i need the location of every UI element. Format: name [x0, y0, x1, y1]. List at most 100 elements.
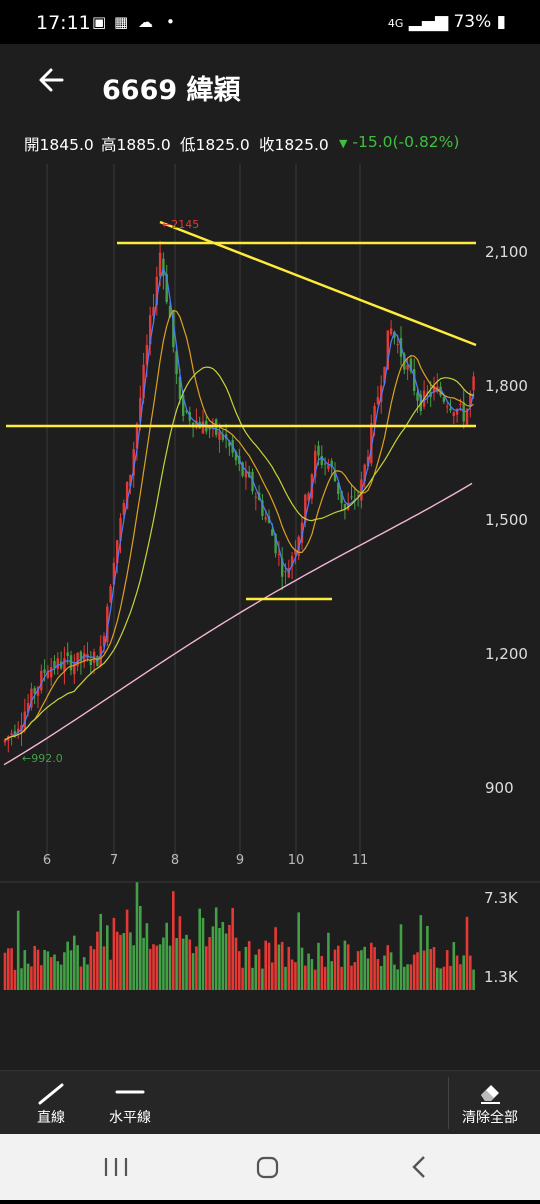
candle-body [178, 376, 182, 400]
volume-bar [396, 969, 399, 990]
candle-body [465, 408, 469, 425]
x-tick-label: 11 [352, 853, 369, 868]
candle-body [340, 490, 343, 504]
candle-body [307, 493, 310, 501]
x-tick-label: 9 [236, 853, 244, 868]
candle-body [185, 410, 188, 412]
volume-bar [30, 966, 33, 990]
x-tick-label: 6 [43, 853, 51, 868]
candle-body [290, 556, 294, 567]
volume-bar [462, 955, 465, 990]
volume-bar [313, 969, 317, 990]
volume-bar [36, 949, 40, 990]
candle-body [116, 540, 119, 564]
ma5-line [4, 266, 475, 741]
volume-bar [310, 959, 314, 990]
volume-bar [168, 945, 172, 990]
volume-bar [69, 950, 73, 990]
clear-all-label: 清除全部 [462, 1110, 518, 1126]
hline-tool-button[interactable]: 水平線 [96, 1071, 164, 1135]
volume-bar [16, 910, 20, 990]
candle-body [413, 369, 416, 391]
candle-body [304, 494, 307, 523]
candle-body [452, 412, 455, 417]
chart-area[interactable]: 6 7 8 9 10 11 2,100 1,800 1,500 1,200 900 ←2145 ←992… [0, 164, 540, 1070]
candle-body [314, 450, 317, 477]
volume-bar [238, 951, 241, 990]
back-button[interactable] [34, 62, 70, 98]
volume-bar [257, 949, 261, 990]
volume-bar [158, 944, 162, 990]
candle-body [376, 397, 380, 405]
candle-body [363, 464, 366, 482]
line-tool-label: 直線 [37, 1110, 65, 1126]
volume-bar [376, 959, 380, 990]
signal-icon: ▂▄▆ [408, 12, 449, 32]
volume-bar [383, 955, 386, 990]
volume-bar [436, 967, 439, 990]
candle-body [119, 517, 122, 541]
candle-body [356, 495, 360, 497]
volume-bar [89, 945, 93, 990]
volume-bar [271, 962, 274, 990]
volume-bar [455, 955, 459, 990]
calendar-icon: ▦ [114, 13, 129, 31]
x-tick-label: 10 [288, 853, 305, 868]
candle-body [446, 406, 449, 408]
network-label: 4G [387, 17, 404, 30]
status-bar: 17:11 ▣ ▦ ☁ • 4G ▂▄▆ 73% ▮ [0, 0, 540, 44]
volume-bar [195, 946, 198, 990]
volume-bar [198, 908, 201, 990]
candlestick-chart[interactable]: 6 7 8 9 10 11 2,100 1,800 1,500 1,200 900 ←2145 ←992… [0, 164, 540, 1070]
volume-bar [92, 949, 96, 990]
candle-body [73, 663, 76, 675]
candle-body [393, 331, 396, 338]
candle-body [30, 688, 33, 708]
volume-bar [337, 945, 340, 990]
volume-bar [386, 945, 390, 990]
volume-bar [218, 928, 221, 990]
volume-bar [96, 931, 99, 990]
volume-bar [244, 946, 248, 990]
volume-bar [429, 948, 432, 990]
candle-body [389, 328, 393, 335]
candle-body [10, 733, 13, 736]
line-tool-button[interactable]: 直線 [20, 1071, 82, 1135]
volume-bar [412, 954, 416, 990]
candle-body [244, 471, 248, 478]
candle-body [69, 655, 73, 671]
volume-bar [366, 958, 370, 990]
volume-bar [56, 961, 60, 990]
candle-body [33, 688, 36, 694]
volume-bar [122, 933, 126, 990]
candle-body [234, 451, 238, 461]
clear-all-button[interactable]: 清除全部 [452, 1071, 528, 1135]
candle-body [327, 464, 330, 469]
quote-bar: 開1845.0 高1885.0 低1825.0 收1825.0 ▼ -15.0(… [0, 124, 540, 164]
candle-body [432, 385, 436, 393]
volume-bar [320, 956, 324, 990]
volume-bar [340, 966, 343, 990]
candle-body [89, 660, 92, 666]
volume-bar [234, 937, 238, 990]
volume-bar [162, 937, 165, 990]
eraser-icon [481, 1085, 500, 1104]
candle-body [254, 496, 257, 498]
volume-bar [119, 934, 122, 990]
volume-bar [261, 968, 264, 990]
candle-body [300, 522, 304, 543]
recent-apps-button[interactable] [96, 1148, 136, 1186]
candle-body [142, 364, 145, 399]
ma20-line [4, 309, 474, 741]
candle-body [79, 651, 83, 662]
back-nav-button[interactable] [400, 1148, 440, 1186]
candle-body [383, 366, 386, 384]
candle-body [218, 431, 221, 440]
candle-body [337, 482, 340, 494]
volume-bar [267, 942, 271, 990]
home-button[interactable] [250, 1148, 290, 1186]
candle-body [366, 456, 370, 467]
status-time: 17:11 [36, 12, 91, 34]
volume-bar [10, 948, 13, 990]
volume-bar [152, 944, 155, 990]
